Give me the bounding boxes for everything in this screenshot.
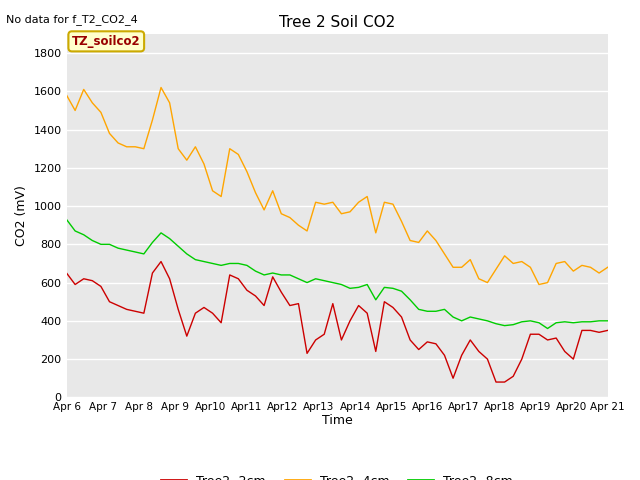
Text: TZ_soilco2: TZ_soilco2 <box>72 35 141 48</box>
Text: No data for f_T2_CO2_4: No data for f_T2_CO2_4 <box>6 14 138 25</box>
Title: Tree 2 Soil CO2: Tree 2 Soil CO2 <box>279 15 396 30</box>
Y-axis label: CO2 (mV): CO2 (mV) <box>15 185 28 246</box>
Legend: Tree2 -2cm, Tree2 -4cm, Tree2 -8cm: Tree2 -2cm, Tree2 -4cm, Tree2 -8cm <box>156 470 518 480</box>
X-axis label: Time: Time <box>322 414 353 427</box>
